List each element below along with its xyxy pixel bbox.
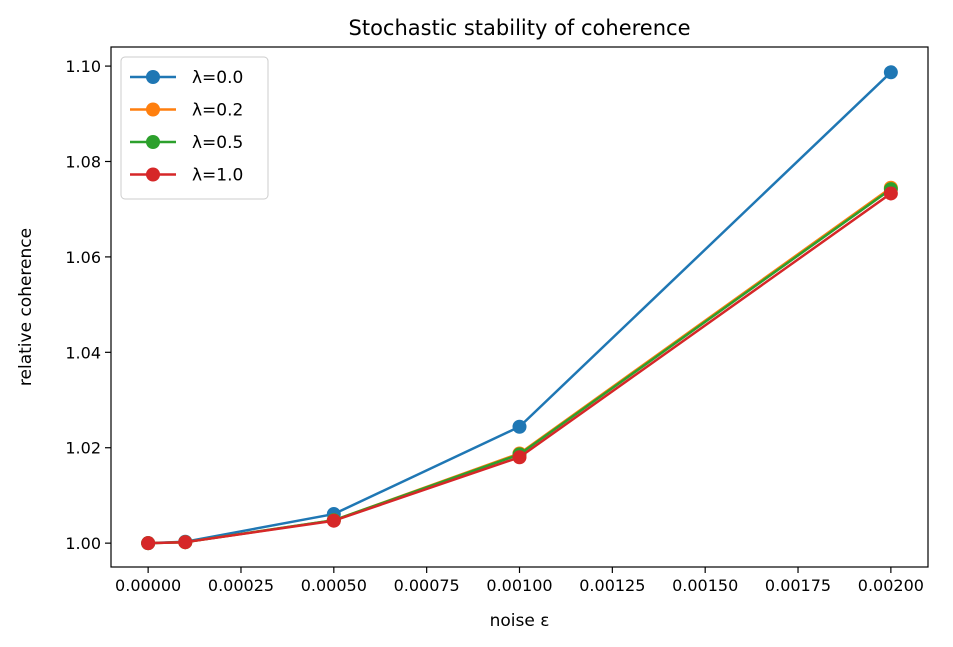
legend: λ=0.0 λ=0.2 λ=0.5 λ=1.0 [120, 56, 269, 200]
x-tick-label: 0.00100 [486, 576, 552, 595]
legend-label: λ=1.0 [192, 166, 243, 186]
chart-title: Stochastic stability of coherence [349, 16, 691, 40]
data-point [141, 536, 156, 551]
data-point [512, 419, 527, 434]
x-axis-ticks: 0.00000 0.00025 0.00050 0.00075 0.00100 0.001… [115, 567, 924, 595]
x-tick-label: 0.00200 [858, 576, 924, 595]
series-line [148, 186, 892, 545]
legend-marker [146, 167, 160, 182]
legend-marker [146, 70, 160, 84]
x-tick-label: 0.00175 [765, 576, 831, 595]
x-tick-label: 0.00050 [301, 576, 367, 595]
plot-frame [110, 46, 929, 568]
data-point [178, 535, 193, 550]
y-tick-label: 1.06 [65, 248, 101, 267]
data-point [512, 450, 527, 465]
series-2 [141, 182, 898, 551]
legend-item: λ=1.0 [130, 166, 243, 186]
y-axis-label: relative coherence [16, 228, 36, 386]
legend-marker [146, 135, 160, 149]
series-3 [141, 186, 898, 551]
data-point [326, 513, 341, 528]
legend-item: λ=0.0 [130, 68, 243, 88]
y-tick-label: 1.02 [65, 439, 101, 458]
legend-label: λ=0.2 [192, 101, 243, 121]
data-point [883, 186, 898, 201]
legend-item: λ=0.2 [130, 101, 243, 121]
y-tick-label: 1.04 [65, 343, 101, 362]
legend-marker [146, 102, 160, 117]
x-tick-label: 0.00125 [579, 576, 645, 595]
y-tick-label: 1.00 [65, 534, 101, 553]
x-tick-label: 0.00150 [672, 576, 738, 595]
y-axis-ticks: 1.00 1.02 1.04 1.06 1.08 1.10 [65, 57, 111, 553]
legend-item: λ=0.5 [130, 133, 243, 153]
x-axis-label: noise ε [490, 611, 550, 631]
series-line [148, 192, 892, 545]
series-1 [141, 180, 898, 551]
y-tick-label: 1.10 [65, 57, 101, 76]
data-point [883, 65, 898, 80]
legend-label: λ=0.0 [192, 68, 243, 88]
y-tick-label: 1.08 [65, 152, 101, 171]
x-tick-label: 0.00075 [394, 576, 460, 595]
legend-label: λ=0.5 [192, 133, 243, 153]
legend-box [120, 56, 269, 200]
series-layer [141, 65, 898, 551]
x-tick-label: 0.00025 [208, 576, 274, 595]
x-tick-label: 0.00000 [115, 576, 181, 595]
series-line [148, 188, 892, 545]
